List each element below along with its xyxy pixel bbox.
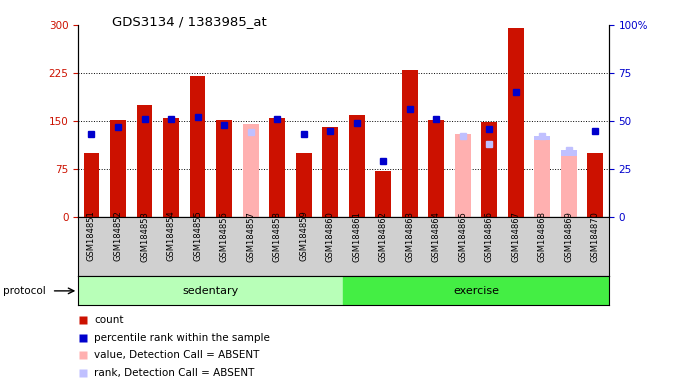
Text: protocol: protocol	[3, 286, 46, 296]
Bar	[110, 120, 126, 217]
Text: percentile rank within the sample: percentile rank within the sample	[94, 333, 270, 343]
Bar	[349, 114, 364, 217]
Bar	[481, 122, 497, 217]
Bar	[428, 120, 444, 217]
Bar	[481, 153, 497, 217]
Text: rank, Detection Call = ABSENT: rank, Detection Call = ABSENT	[94, 368, 254, 378]
Bar	[402, 70, 418, 217]
Bar	[561, 150, 577, 217]
Bar	[190, 76, 205, 217]
Bar	[481, 144, 497, 217]
Bar	[455, 136, 471, 217]
Bar	[84, 153, 99, 217]
Bar	[534, 136, 550, 217]
Bar	[243, 124, 258, 217]
Bar	[343, 276, 609, 305]
Text: count: count	[94, 315, 124, 325]
Bar	[137, 105, 152, 217]
Bar	[296, 153, 311, 217]
Text: sedentary: sedentary	[183, 286, 239, 296]
Bar	[322, 127, 338, 217]
Bar	[269, 118, 285, 217]
Bar	[243, 132, 258, 217]
Bar	[534, 140, 550, 217]
Text: value, Detection Call = ABSENT: value, Detection Call = ABSENT	[94, 351, 260, 361]
Bar	[508, 28, 524, 217]
Bar	[455, 134, 471, 217]
Bar	[216, 120, 232, 217]
Bar	[375, 171, 391, 217]
Bar	[588, 153, 603, 217]
Bar	[163, 118, 179, 217]
Text: exercise: exercise	[453, 286, 499, 296]
Bar	[561, 156, 577, 217]
Bar	[78, 276, 343, 305]
Text: GDS3134 / 1383985_at: GDS3134 / 1383985_at	[112, 15, 267, 28]
